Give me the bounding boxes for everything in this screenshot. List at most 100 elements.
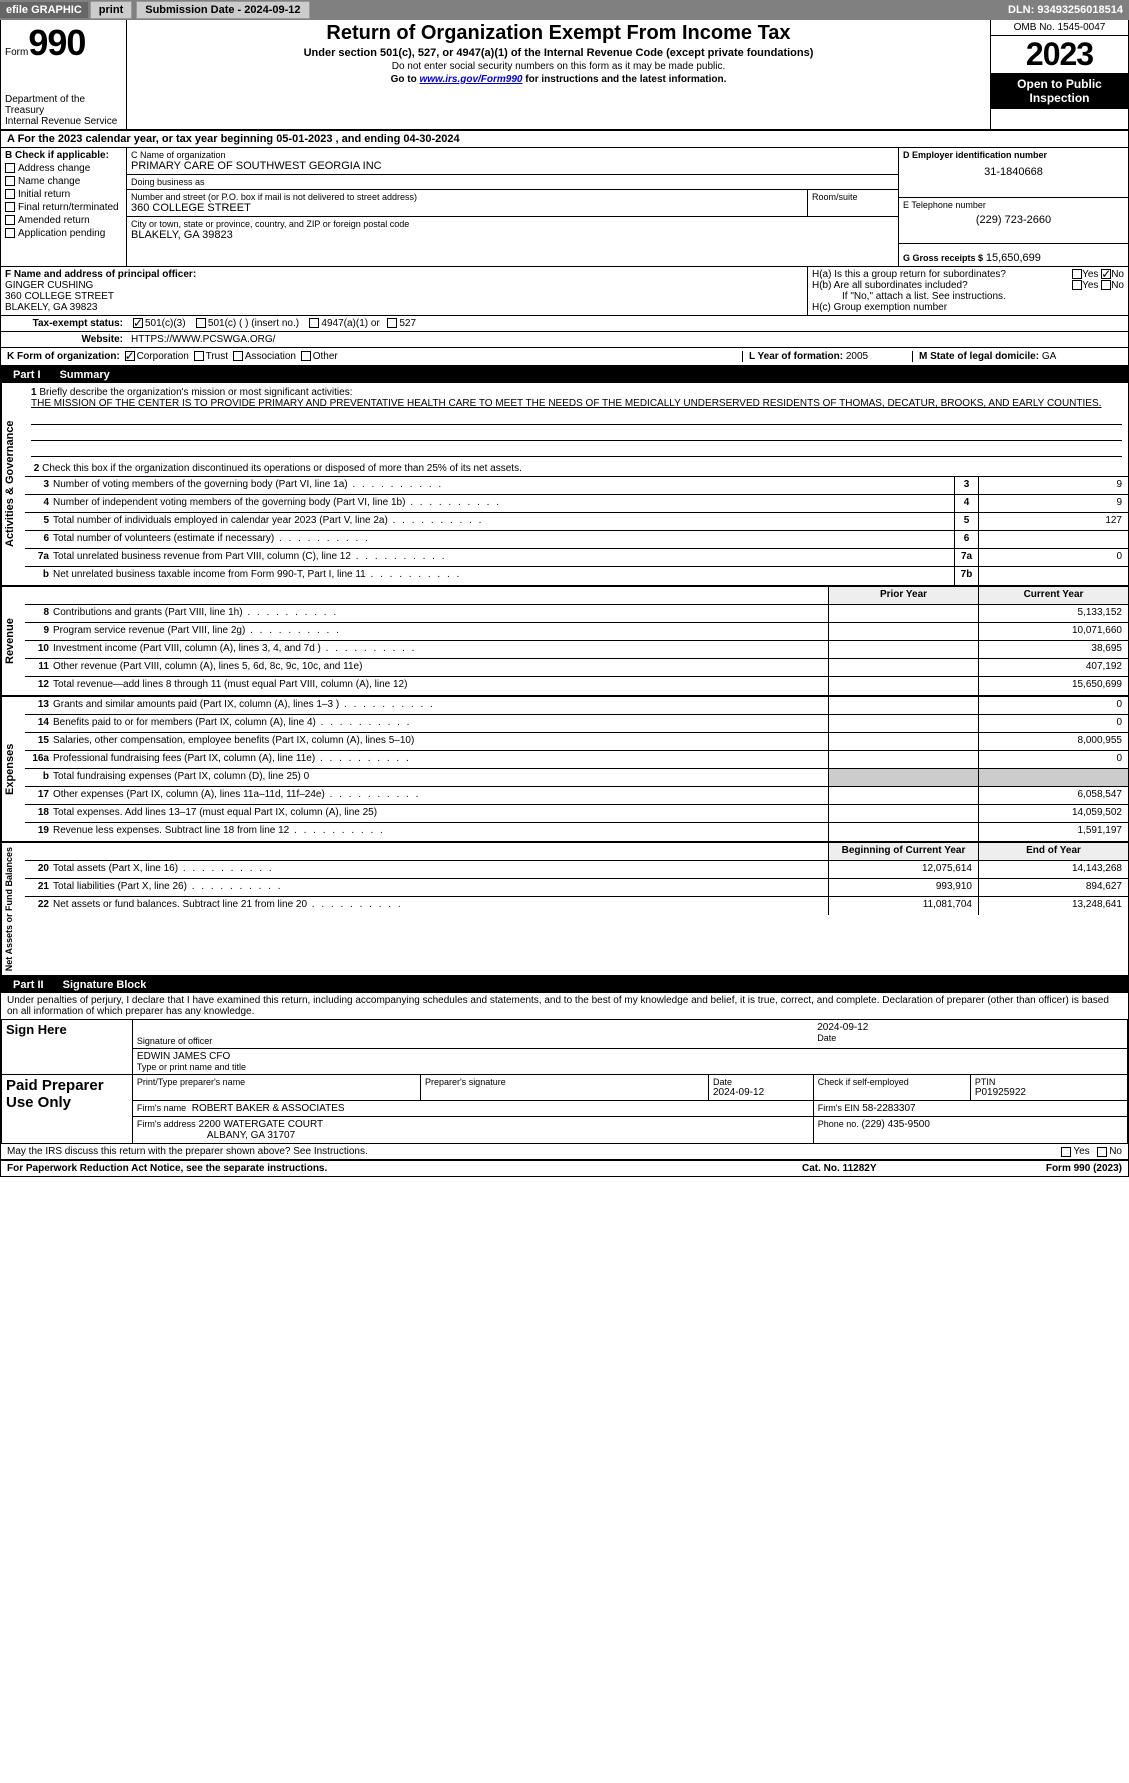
sign-here-label: Sign Here (2, 1020, 133, 1075)
street-label: Number and street (or P.O. box if mail i… (131, 192, 803, 202)
line-16a: 16aProfessional fundraising fees (Part I… (25, 751, 1128, 769)
revenue-section: Revenue Prior YearCurrent Year 8Contribu… (1, 587, 1128, 697)
cb-corporation[interactable] (125, 351, 135, 361)
perjury-declaration: Under penalties of perjury, I declare th… (1, 993, 1128, 1019)
l17-curr: 6,058,547 (978, 787, 1128, 804)
hb-yes[interactable] (1072, 280, 1082, 290)
section-b-c-d: B Check if applicable: Address change Na… (1, 148, 1128, 267)
line-5: 5Total number of individuals employed in… (25, 513, 1128, 531)
h-b-row: H(b) Are all subordinates included? Yes … (812, 280, 1124, 291)
vlabel-net: Net Assets or Fund Balances (1, 843, 25, 975)
cb-501c[interactable] (196, 318, 206, 328)
cb-trust[interactable] (194, 351, 204, 361)
cb-address-change[interactable] (5, 163, 15, 173)
l4-value: 9 (978, 495, 1128, 512)
l3-value: 9 (978, 477, 1128, 494)
submission-date-button[interactable]: Submission Date - 2024-09-12 (136, 1, 309, 19)
discuss-no[interactable] (1097, 1147, 1107, 1157)
hb-no[interactable] (1101, 280, 1111, 290)
cb-501c3[interactable] (133, 318, 143, 328)
part-2-header: Part II Signature Block (1, 977, 1128, 993)
cb-initial-return[interactable] (5, 189, 15, 199)
l20-beg: 12,075,614 (828, 861, 978, 878)
form-number: 990 (28, 22, 85, 63)
state-domicile: GA (1042, 351, 1056, 362)
cb-association[interactable] (233, 351, 243, 361)
line-9: 9Program service revenue (Part VIII, lin… (25, 623, 1128, 641)
officer-addr1: 360 COLLEGE STREET (5, 291, 803, 302)
box-b: B Check if applicable: Address change Na… (1, 148, 127, 266)
phone-label: E Telephone number (903, 200, 1124, 210)
cb-527[interactable] (387, 318, 397, 328)
l13-curr: 0 (978, 697, 1128, 714)
cb-application-pending[interactable] (5, 228, 15, 238)
cb-other[interactable] (301, 351, 311, 361)
l9-curr: 10,071,660 (978, 623, 1128, 640)
paid-preparer-label: Paid Preparer Use Only (2, 1075, 133, 1144)
l12-curr: 15,650,699 (978, 677, 1128, 695)
l8-curr: 5,133,152 (978, 605, 1128, 622)
sig-date-label: Date (817, 1033, 1123, 1043)
tax-year: 2023 (991, 36, 1128, 73)
l11-curr: 407,192 (978, 659, 1128, 676)
officer-name: GINGER CUSHING (5, 280, 803, 291)
form-header: Form990 Department of the Treasury Inter… (1, 20, 1128, 131)
form-ref: Form 990 (2023) (962, 1163, 1122, 1174)
l21-beg: 993,910 (828, 879, 978, 896)
l10-curr: 38,695 (978, 641, 1128, 658)
year-formation: 2005 (846, 351, 868, 362)
prep-date: 2024-09-12 (713, 1087, 809, 1098)
activities-governance: Activities & Governance 1 Briefly descri… (1, 383, 1128, 587)
form-footer: For Paperwork Reduction Act Notice, see … (1, 1161, 1128, 1176)
officer-sub-label: Type or print name and title (137, 1062, 1123, 1072)
cb-4947[interactable] (309, 318, 319, 328)
box-b-label: B Check if applicable: (5, 150, 122, 161)
line-15: 15Salaries, other compensation, employee… (25, 733, 1128, 751)
rev-header: Prior YearCurrent Year (25, 587, 1128, 605)
firm-ein: 58-2283307 (862, 1103, 915, 1114)
line-2: 2 Check this box if the organization dis… (25, 461, 1128, 477)
l18-curr: 14,059,502 (978, 805, 1128, 822)
ha-no[interactable] (1101, 269, 1111, 279)
firm-phone: (229) 435-9500 (862, 1119, 930, 1130)
line-7b: bNet unrelated business taxable income f… (25, 567, 1128, 585)
gross-value: 15,650,699 (986, 252, 1041, 264)
ptin-value: P01925922 (975, 1087, 1123, 1098)
line-20: 20Total assets (Part X, line 16)12,075,6… (25, 861, 1128, 879)
box-c: C Name of organization PRIMARY CARE OF S… (127, 148, 898, 266)
firm-addr1: 2200 WATERGATE COURT (198, 1119, 323, 1130)
box-d-e-g: D Employer identification number 31-1840… (898, 148, 1128, 266)
net-assets-section: Net Assets or Fund Balances Beginning of… (1, 843, 1128, 977)
form-title: Return of Organization Exempt From Incom… (133, 22, 984, 45)
org-name-label: C Name of organization (131, 150, 894, 160)
mission-text: THE MISSION OF THE CENTER IS TO PROVIDE … (31, 398, 1101, 409)
part-1-header: Part I Summary (1, 367, 1128, 383)
l22-end: 13,248,641 (978, 897, 1128, 915)
l22-beg: 11,081,704 (828, 897, 978, 915)
discuss-yes[interactable] (1061, 1147, 1071, 1157)
form-subtitle: Under section 501(c), 527, or 4947(a)(1)… (133, 47, 984, 59)
line-21: 21Total liabilities (Part X, line 26)993… (25, 879, 1128, 897)
prep-name-label: Print/Type preparer's name (137, 1077, 416, 1087)
cb-name-change[interactable] (5, 176, 15, 186)
line-10: 10Investment income (Part VIII, column (… (25, 641, 1128, 659)
print-button[interactable]: print (90, 1, 132, 19)
ha-yes[interactable] (1072, 269, 1082, 279)
line-22: 22Net assets or fund balances. Subtract … (25, 897, 1128, 915)
cb-amended-return[interactable] (5, 215, 15, 225)
top-toolbar: efile GRAPHIC print Submission Date - 20… (0, 0, 1129, 20)
cb-final-return[interactable] (5, 202, 15, 212)
website-value: HTTPS://WWW.PCSWGA.ORG/ (127, 332, 1128, 347)
line-13: 13Grants and similar amounts paid (Part … (25, 697, 1128, 715)
room-label: Room/suite (812, 192, 894, 202)
self-employed-check: Check if self-employed (813, 1075, 970, 1101)
h-c-row: H(c) Group exemption number (812, 302, 1124, 313)
signature-table: Sign Here Signature of officer 2024-09-1… (1, 1019, 1128, 1144)
efile-label: efile GRAPHIC (0, 2, 88, 18)
irs-link[interactable]: www.irs.gov/Form990 (419, 74, 522, 85)
row-j: Website: HTTPS://WWW.PCSWGA.ORG/ (1, 332, 1128, 348)
vlabel-governance: Activities & Governance (1, 383, 25, 585)
l21-end: 894,627 (978, 879, 1128, 896)
firm-name: ROBERT BAKER & ASSOCIATES (192, 1103, 345, 1114)
net-header: Beginning of Current YearEnd of Year (25, 843, 1128, 861)
